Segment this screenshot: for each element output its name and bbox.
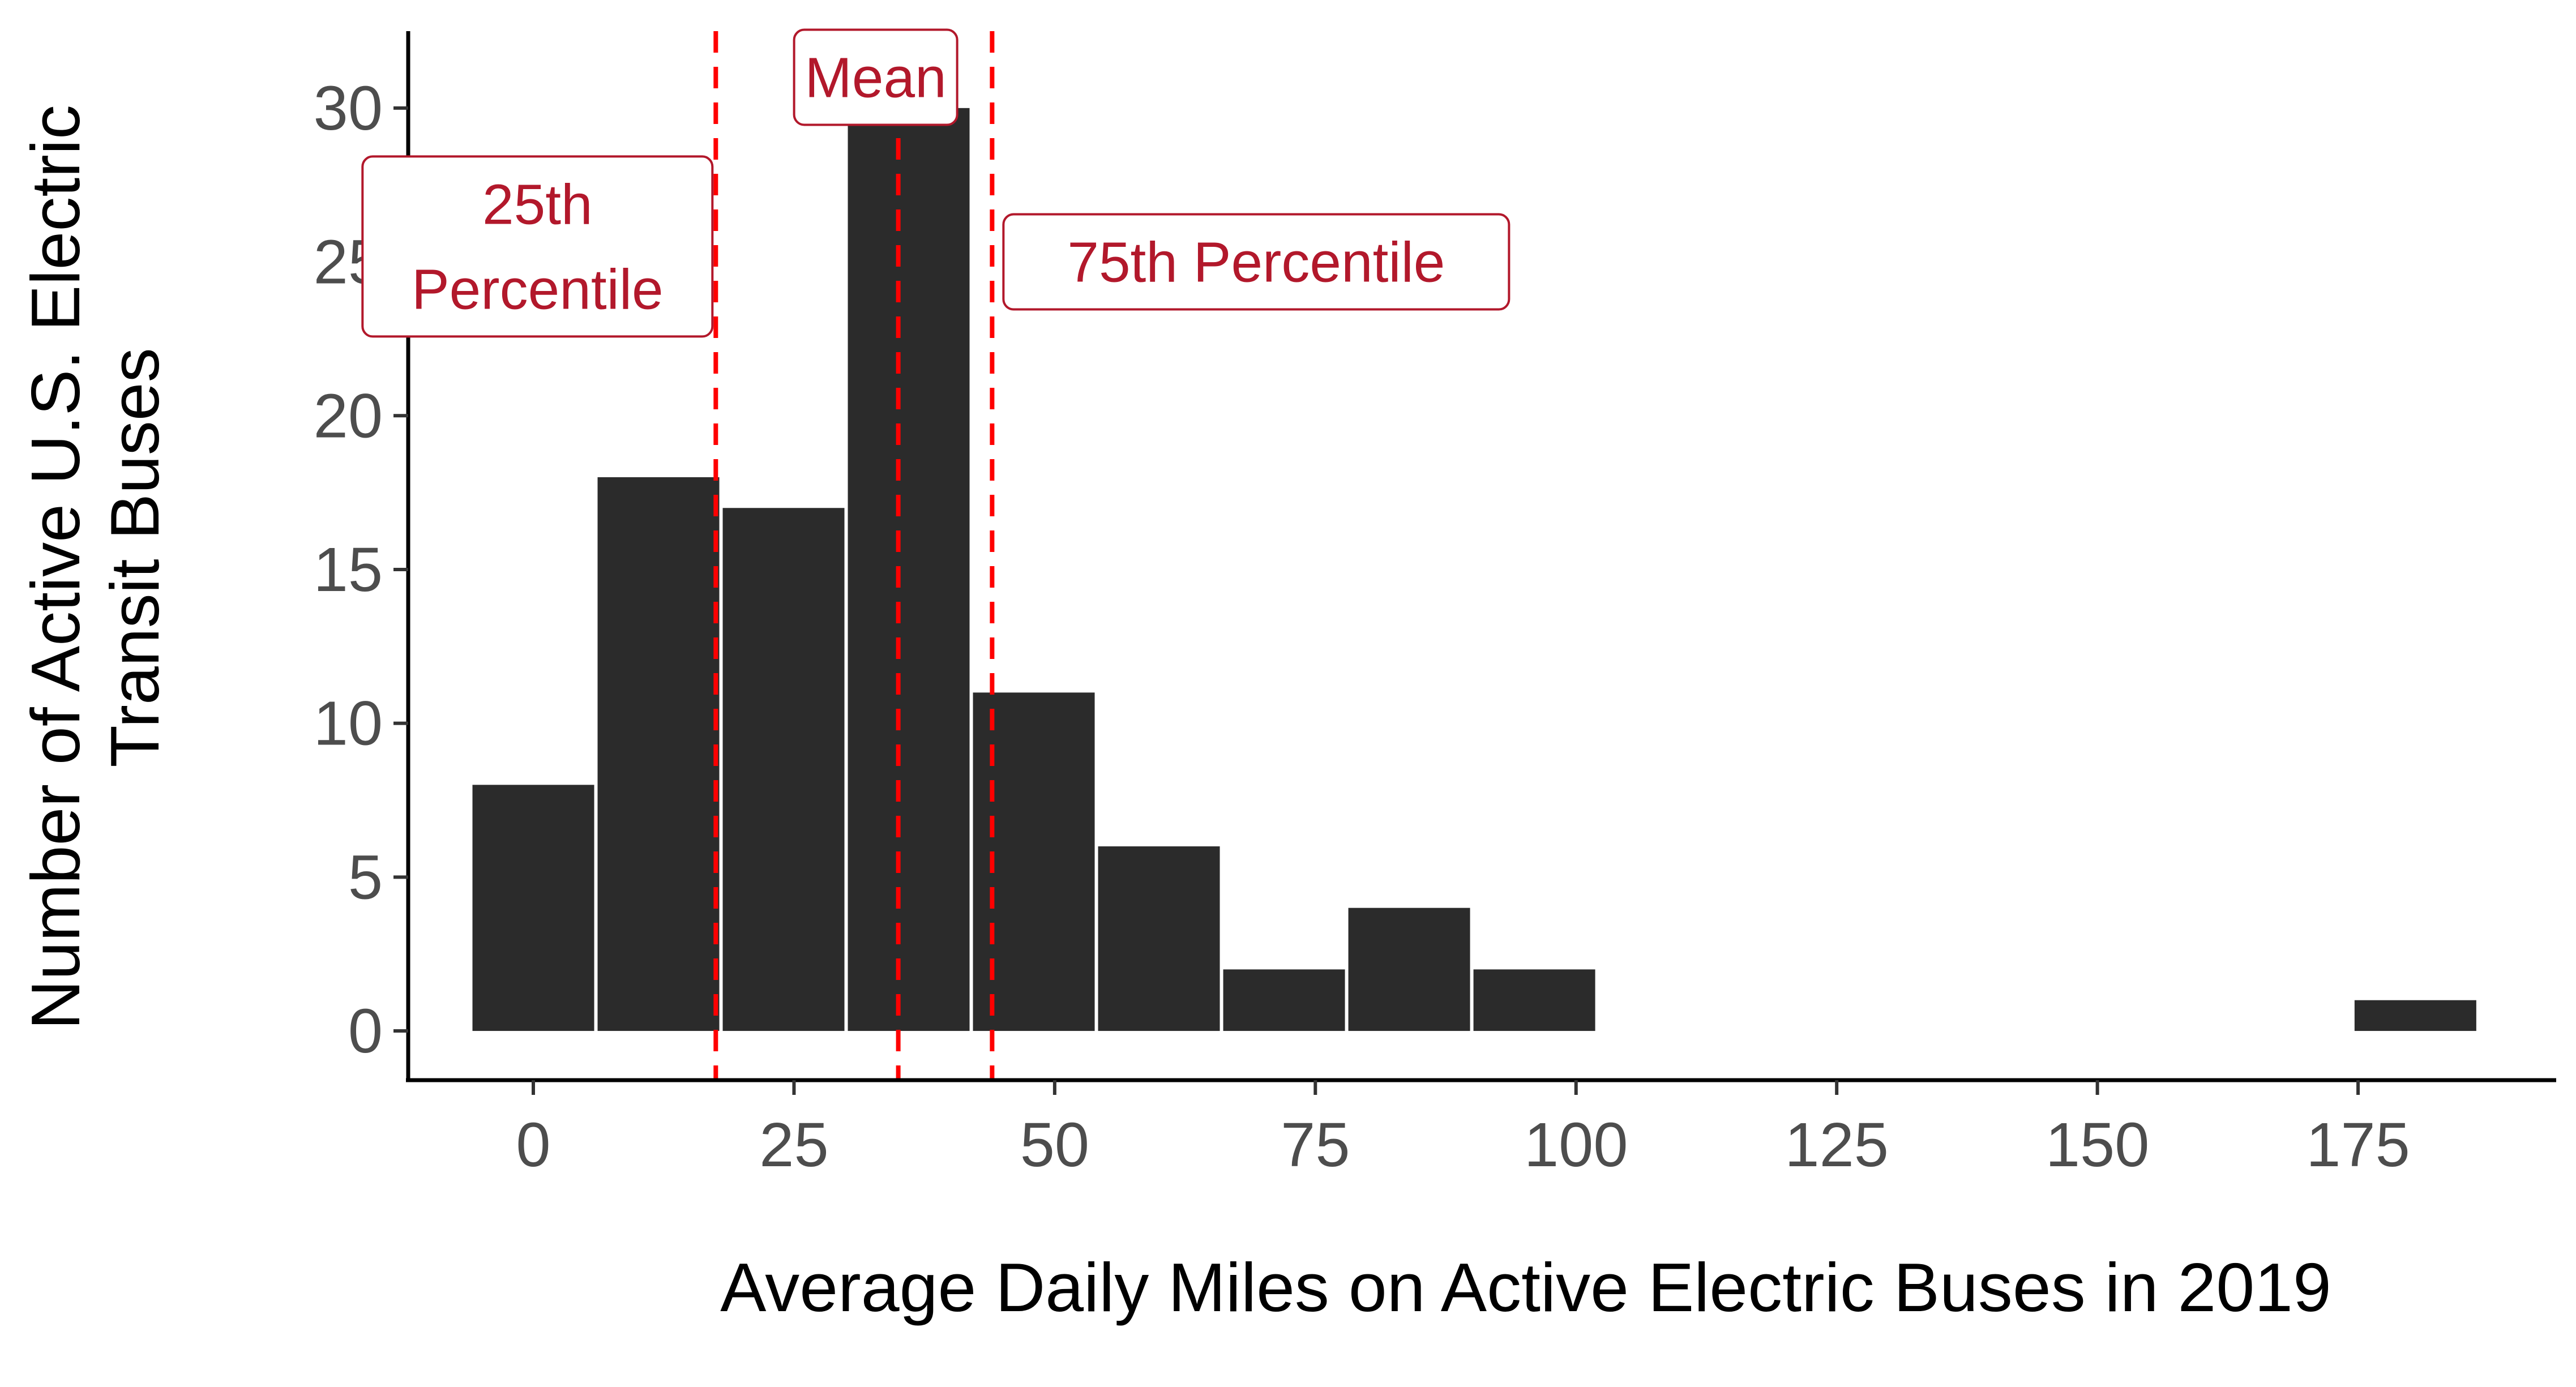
- histogram-bar: [472, 785, 594, 1031]
- x-ticks-group: 0 25 50 75 100 125 150 175: [516, 1080, 2410, 1180]
- x-tick-label: 25: [759, 1110, 828, 1180]
- annotation-box: [793, 28, 958, 126]
- histogram-bar: [1473, 969, 1595, 1031]
- x-tick-label: 0: [516, 1110, 550, 1180]
- y-tick-label: 5: [348, 842, 383, 912]
- histogram-bar: [848, 108, 970, 1031]
- x-tick-label: 175: [2306, 1110, 2410, 1180]
- annotations-group: 25th Percentile Mean 75th Percentile: [361, 28, 1510, 338]
- annotation-label: Mean: [793, 28, 958, 126]
- histogram-bar: [1223, 969, 1345, 1031]
- x-tick-label: 50: [1020, 1110, 1089, 1180]
- annotation-box: [1002, 213, 1510, 311]
- annotation-box: [361, 155, 714, 338]
- annotation-label: 75th Percentile: [1002, 213, 1510, 311]
- x-tick-label: 150: [2046, 1110, 2150, 1180]
- x-tick-label: 125: [1785, 1110, 1889, 1180]
- x-tick-label: 75: [1281, 1110, 1350, 1180]
- reference-lines-group: [713, 31, 995, 1080]
- annotation-text: Mean: [805, 46, 947, 110]
- histogram-bar: [722, 508, 845, 1031]
- annotation-text: 25th: [482, 173, 593, 236]
- y-axis-title: Number of Active U.S. Electric Transit B…: [17, 85, 173, 1030]
- annotation-text: Percentile: [412, 258, 664, 321]
- y-tick-label: 30: [314, 74, 383, 143]
- y-axis-title-line-1: Number of Active U.S. Electric: [17, 105, 94, 1030]
- y-axis-title-line-2: Transit Buses: [96, 348, 173, 767]
- annotation-label: 25th Percentile: [361, 155, 714, 338]
- x-tick-label: 100: [1524, 1110, 1628, 1180]
- y-tick-label: 0: [348, 996, 383, 1066]
- y-tick-label: 15: [314, 535, 383, 605]
- histogram-bar: [1348, 907, 1470, 1031]
- histogram-bar: [597, 477, 720, 1031]
- histogram-bar: [1098, 846, 1220, 1031]
- y-tick-label: 20: [314, 381, 383, 451]
- annotation-text: 75th Percentile: [1067, 231, 1445, 294]
- y-tick-label: 10: [314, 689, 383, 759]
- x-axis-title: Average Daily Miles on Active Electric B…: [720, 1249, 2331, 1326]
- histogram-bar: [2354, 1000, 2476, 1031]
